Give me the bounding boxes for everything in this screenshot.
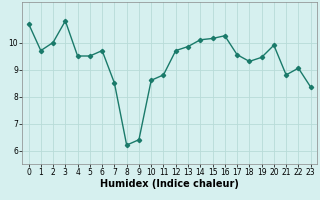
X-axis label: Humidex (Indice chaleur): Humidex (Indice chaleur) [100, 179, 239, 189]
